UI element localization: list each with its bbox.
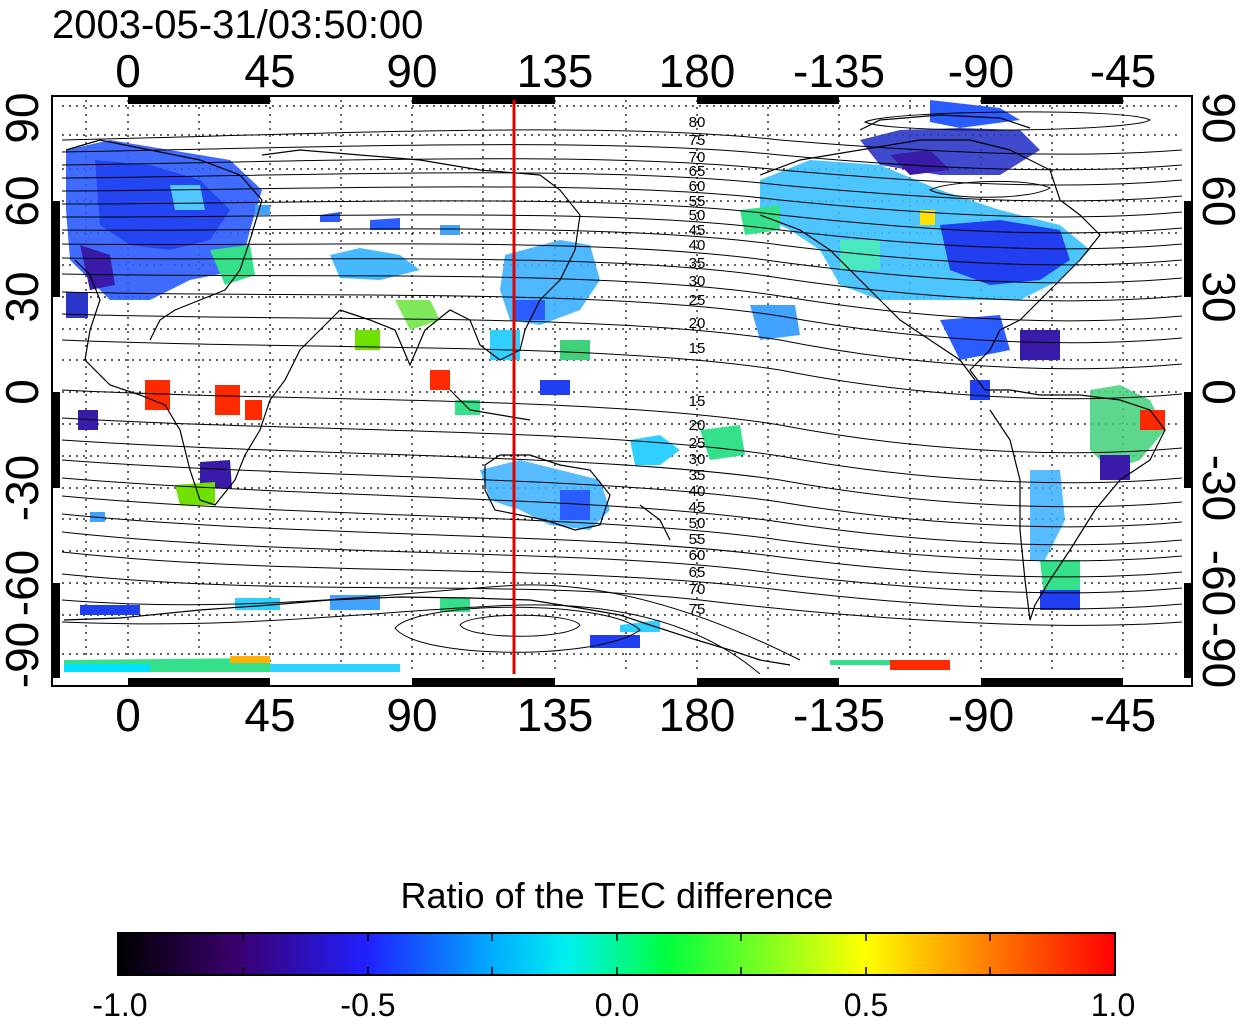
contour-label: 80 (689, 114, 706, 131)
left-tick-label: 0 (0, 379, 48, 405)
contour-label: 70 (689, 149, 706, 166)
top-tick-label: -135 (793, 45, 885, 97)
top-tick-label: 45 (244, 45, 295, 97)
top-tick-label: -90 (948, 45, 1014, 97)
contour-label: 30 (689, 451, 706, 468)
contour-label: 70 (689, 581, 706, 598)
left-tick-label: 30 (0, 271, 48, 322)
contour-label: 65 (689, 564, 706, 581)
left-tick-label: 60 (0, 175, 48, 226)
right-tick-label: -30 (1193, 455, 1240, 521)
contour-label: 30 (689, 273, 706, 290)
contour-label: 75 (689, 132, 706, 149)
colorbar-title: Ratio of the TEC difference (401, 875, 834, 916)
contour-label: 25 (689, 292, 706, 309)
contour-label: 65 (689, 163, 706, 180)
colorbar-labels: -1.0 -0.5 0.0 0.5 1.0 (92, 987, 1135, 1023)
contour-label: 35 (689, 467, 706, 484)
contour-label: 75 (689, 601, 706, 618)
left-tick-label: -90 (0, 622, 48, 688)
colorbar-ticks (242, 933, 991, 975)
contour-labels-north: 80 75 70 65 60 55 50 45 40 35 30 25 20 1… (689, 114, 706, 357)
right-tick-label: 30 (1193, 271, 1240, 322)
right-tick-label: -90 (1193, 622, 1240, 688)
contour-labels-south: 15 20 25 30 35 40 45 50 55 60 65 70 75 (689, 393, 706, 618)
bottom-tick-label: -45 (1090, 689, 1156, 741)
left-latitude-labels: 90 60 30 0 -30 -60 -90 (0, 92, 48, 688)
colorbar-tick-label: 1.0 (1091, 987, 1135, 1023)
bottom-tick-label: 0 (115, 689, 141, 741)
bottom-longitude-labels: 0 45 90 135 180 -135 -90 -45 (115, 689, 1156, 741)
contour-label: 60 (689, 178, 706, 195)
top-longitude-labels: 0 45 90 135 180 -135 -90 -45 (115, 45, 1156, 97)
left-tick-label: -60 (0, 550, 48, 616)
contour-label: 50 (689, 207, 706, 224)
bottom-tick-label: 180 (659, 689, 736, 741)
contour-label: 55 (689, 193, 706, 210)
contour-label: 15 (689, 340, 706, 357)
right-tick-label: -60 (1193, 550, 1240, 616)
bottom-tick-label: 45 (244, 689, 295, 741)
right-tick-label: 60 (1193, 175, 1240, 226)
bottom-tick-label: -135 (793, 689, 885, 741)
contour-label: 45 (689, 222, 706, 239)
contour-label: 25 (689, 435, 706, 452)
contour-label: 55 (689, 531, 706, 548)
contour-label: 20 (689, 417, 706, 434)
contour-label: 45 (689, 499, 706, 516)
contour-label: 40 (689, 237, 706, 254)
timestamp-title: 2003-05-31/03:50:00 (52, 3, 423, 47)
contour-label: 20 (689, 315, 706, 332)
top-tick-label: 135 (517, 45, 594, 97)
left-tick-label: 90 (0, 92, 48, 143)
top-tick-label: -45 (1090, 45, 1156, 97)
contour-label: 15 (689, 393, 706, 410)
colorbar-tick-label: -1.0 (92, 987, 147, 1023)
left-tick-label: -30 (0, 455, 48, 521)
colorbar-tick-label: 0.5 (844, 987, 888, 1023)
right-tick-label: 90 (1193, 92, 1240, 143)
bottom-tick-label: 90 (386, 689, 437, 741)
right-latitude-labels: 90 60 30 0 -30 -60 -90 (1193, 92, 1240, 688)
top-tick-label: 90 (386, 45, 437, 97)
top-tick-label: 0 (115, 45, 141, 97)
top-tick-label: 180 (659, 45, 736, 97)
coastlines (63, 114, 1166, 666)
right-tick-label: 0 (1193, 379, 1240, 405)
contour-label: 60 (689, 547, 706, 564)
magnetic-latitude-contours (62, 111, 1182, 674)
colorbar-tick-label: 0.0 (595, 987, 639, 1023)
contour-label: 50 (689, 515, 706, 532)
contour-label: 35 (689, 255, 706, 272)
bottom-tick-label: 135 (517, 689, 594, 741)
bottom-tick-label: -90 (948, 689, 1014, 741)
contour-label: 40 (689, 483, 706, 500)
tec-data-patches (64, 100, 1165, 672)
colorbar-tick-label: -0.5 (340, 987, 395, 1023)
